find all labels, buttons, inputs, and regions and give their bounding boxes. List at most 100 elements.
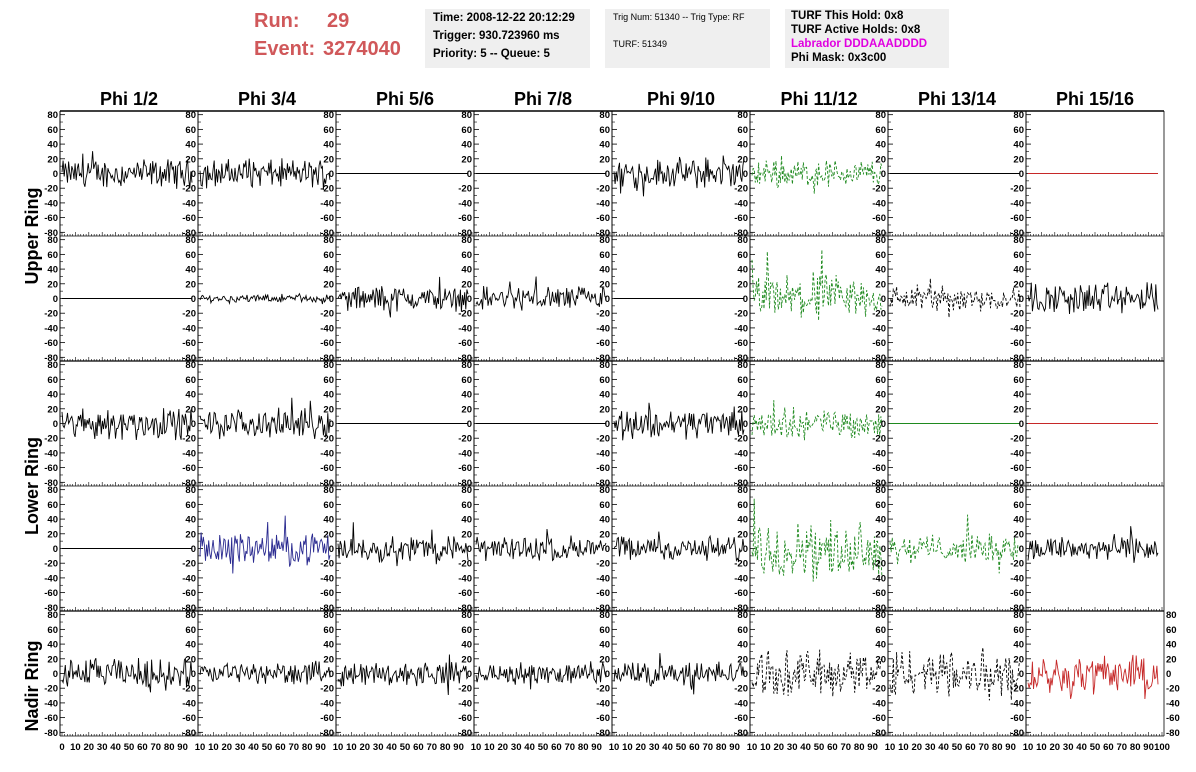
y-tick-label: -40 [182,198,196,209]
y-tick-label: 80 [461,485,472,496]
y-tick-label: 20 [599,279,610,290]
y-tick-label: 40 [323,390,334,401]
y-tick-label: -40 [872,448,886,459]
y-tick-label: -60 [734,213,748,224]
y-tick-label: -80 [458,478,472,489]
y-tick-label: 60 [323,500,334,511]
waveform-trace [751,400,883,441]
y-tick-label: -40 [320,698,334,709]
y-tick-label: 20 [599,654,610,665]
y-tick-label: 80 [461,235,472,246]
y-tick-label: -80 [458,353,472,364]
priority-text: Priority: 5 -- Queue: 5 [433,48,550,60]
y-tick-label: 20 [1013,529,1024,540]
ring-label: Upper Ring [22,188,42,285]
y-tick-label: 20 [599,404,610,415]
y-tick-label: 40 [323,140,334,151]
y-tick-label: -40 [1010,448,1024,459]
y-tick-label: 20 [737,404,748,415]
y-tick-label: 80 [1013,360,1024,371]
y-tick-label: -40 [1010,698,1024,709]
phi-mask-text: Phi Mask: 0x3c00 [791,52,887,64]
y-tick-label: -60 [320,713,334,724]
column-header: Phi 13/14 [918,89,996,109]
x-tick-label: 90 [591,742,602,753]
y-tick-label: 40 [599,640,610,651]
y-tick-label: 20 [185,654,196,665]
y-tick-label: -60 [44,588,58,599]
y-tick-label: 40 [737,515,748,526]
trig-num-text: Trig Num: 51340 -- Trig Type: RF [613,12,745,22]
y-tick-label: -40 [320,573,334,584]
y-tick-label: -20 [320,184,334,195]
y-tick-label: -40 [458,198,472,209]
x-tick-label: 30 [1063,742,1074,753]
y-tick-label: -60 [182,338,196,349]
x-tick-label: 90 [1143,742,1154,753]
x-tick-label: 10 [484,742,495,753]
y-tick-label: 20 [737,154,748,165]
waveform-trace [199,158,331,190]
column-header: Phi 7/8 [514,89,572,109]
y-tick-label: -80 [1010,603,1024,614]
y-tick-label: 80 [47,110,58,121]
y-tick-label: -80 [596,353,610,364]
y-tick-label: 60 [323,375,334,386]
waveform-trace [199,292,331,306]
y-tick-label: -20 [320,434,334,445]
x-tick-label: 10 [747,742,758,753]
waveform-trace [61,408,193,441]
y-tick-label: 60 [1013,500,1024,511]
x-tick-label: 100 [1154,742,1170,753]
y-tick-label-right: 80 [1166,610,1177,621]
y-tick-label: -80 [872,353,886,364]
x-tick-label: 60 [689,742,700,753]
x-tick-label: 50 [1090,742,1101,753]
x-tick-label: 20 [1050,742,1061,753]
y-tick-label: 20 [185,154,196,165]
y-tick-label: -40 [734,323,748,334]
y-tick-label: 60 [737,125,748,136]
y-tick-label: 80 [737,610,748,621]
y-tick-label: 80 [47,360,58,371]
x-tick-label: 10 [195,742,206,753]
y-tick-label: 80 [737,360,748,371]
y-tick-label: 60 [185,375,196,386]
y-tick-label: -20 [596,684,610,695]
x-tick-label: 20 [360,742,371,753]
y-tick-label: -80 [1010,728,1024,739]
y-tick-label: 80 [1013,110,1024,121]
y-tick-label: 80 [875,235,886,246]
y-tick-label: -60 [44,213,58,224]
y-tick-label: 60 [461,500,472,511]
y-tick-label-right: 0 [1166,669,1171,680]
y-tick-label: 20 [875,279,886,290]
x-tick-label: 50 [124,742,135,753]
event-header: Run: 29 Event: 3274040 Time: 2008-12-22 … [0,0,1196,80]
x-tick-label: 90 [1005,742,1016,753]
y-tick-label: 40 [461,265,472,276]
column-header: Phi 3/4 [238,89,296,109]
y-tick-label: 60 [875,375,886,386]
x-tick-label: 30 [649,742,660,753]
y-tick-label-right: -40 [1166,698,1180,709]
y-tick-label: -40 [182,573,196,584]
y-tick-label: 20 [737,279,748,290]
y-tick-label: 20 [599,154,610,165]
y-tick-label: -40 [320,323,334,334]
y-tick-label: 20 [323,154,334,165]
waveform-trace [751,498,883,582]
x-tick-label: 10 [208,742,219,753]
y-tick-label: -60 [320,463,334,474]
y-tick-label: -40 [596,573,610,584]
y-tick-label: -20 [44,434,58,445]
y-tick-label: -60 [182,213,196,224]
y-tick-label: -60 [320,588,334,599]
y-tick-label: 20 [47,154,58,165]
x-tick-label: 10 [898,742,909,753]
y-tick-label: 80 [1013,235,1024,246]
x-tick-label: 40 [248,742,259,753]
y-tick-label: 20 [1013,654,1024,665]
y-tick-label: 20 [875,404,886,415]
waveform-chart: Phi 1/2 Phi 3/4 Phi 5/6 Phi 7/8 Phi 9/10 Phi … [22,89,1180,753]
